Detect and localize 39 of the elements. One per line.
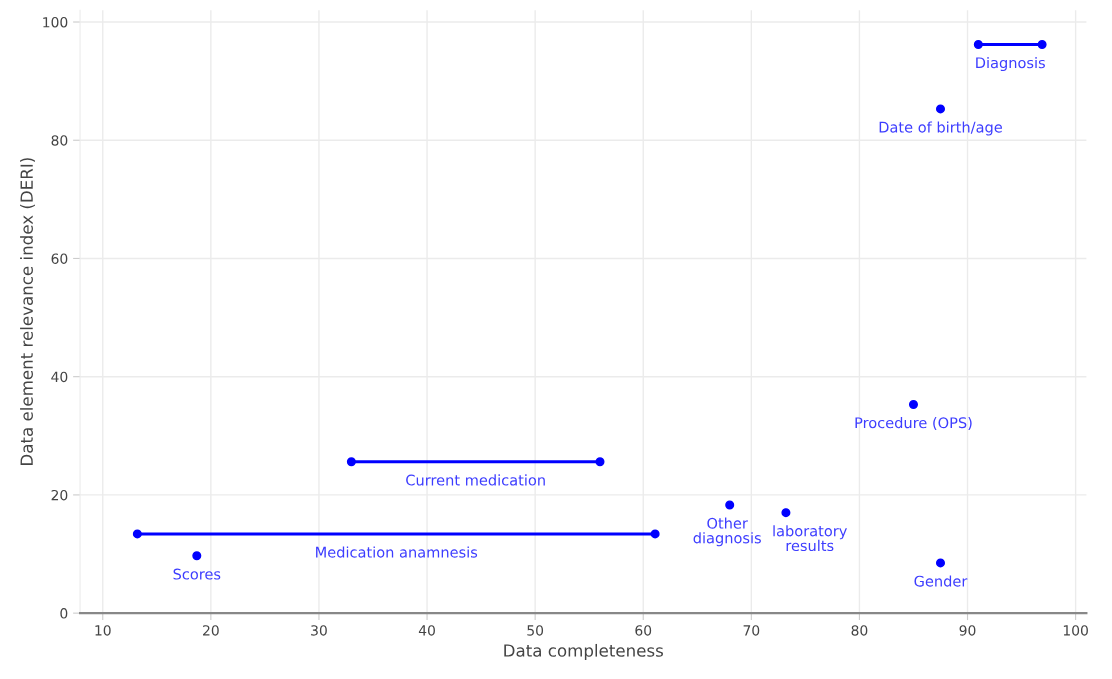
y-tick-label: 20: [51, 489, 68, 501]
point: [346, 457, 356, 467]
x-tick-label: 30: [311, 625, 327, 636]
x-tick-label: 100: [1063, 625, 1088, 636]
point: [908, 399, 918, 409]
y-tick-label: 0: [60, 608, 68, 619]
point: [595, 457, 605, 467]
point: [132, 529, 142, 539]
x-tick-label: 10: [95, 625, 111, 636]
x-tick-label: 20: [203, 625, 219, 636]
series-label: Medication anamnesis: [316, 546, 478, 558]
point: [935, 104, 946, 114]
x-tick-label: 90: [959, 625, 976, 636]
y-axis-title: Data element relevance index (DERI): [20, 158, 35, 465]
series-label: Procedure (OPS): [855, 416, 972, 430]
series-label: Diagnosis: [976, 56, 1045, 72]
x-tick-label: 60: [635, 625, 652, 636]
point: [973, 39, 983, 49]
series-label: Gender: [914, 575, 968, 587]
series-label: Current medication: [406, 474, 545, 486]
x-axis-title: Data completeness: [504, 643, 663, 661]
series-label: Date of birth/age: [879, 121, 1002, 136]
x-tick-label: 40: [418, 625, 435, 636]
x-tick-label: 80: [851, 625, 868, 636]
x-tick-label: 70: [743, 625, 760, 636]
point: [192, 551, 202, 561]
y-tick-label: 40: [51, 371, 68, 383]
y-tick-label: 100: [43, 16, 68, 28]
series-label: laboratory results: [773, 525, 847, 552]
series-label: Scores: [173, 568, 221, 580]
point: [725, 500, 735, 510]
point: [781, 508, 791, 518]
y-tick-label: 80: [51, 135, 68, 146]
series-label: Other diagnosis: [693, 517, 761, 547]
point: [650, 529, 660, 539]
x-tick-label: 50: [527, 625, 544, 636]
y-tick-label: 60: [51, 253, 68, 264]
point: [935, 558, 946, 568]
point: [1037, 39, 1047, 49]
